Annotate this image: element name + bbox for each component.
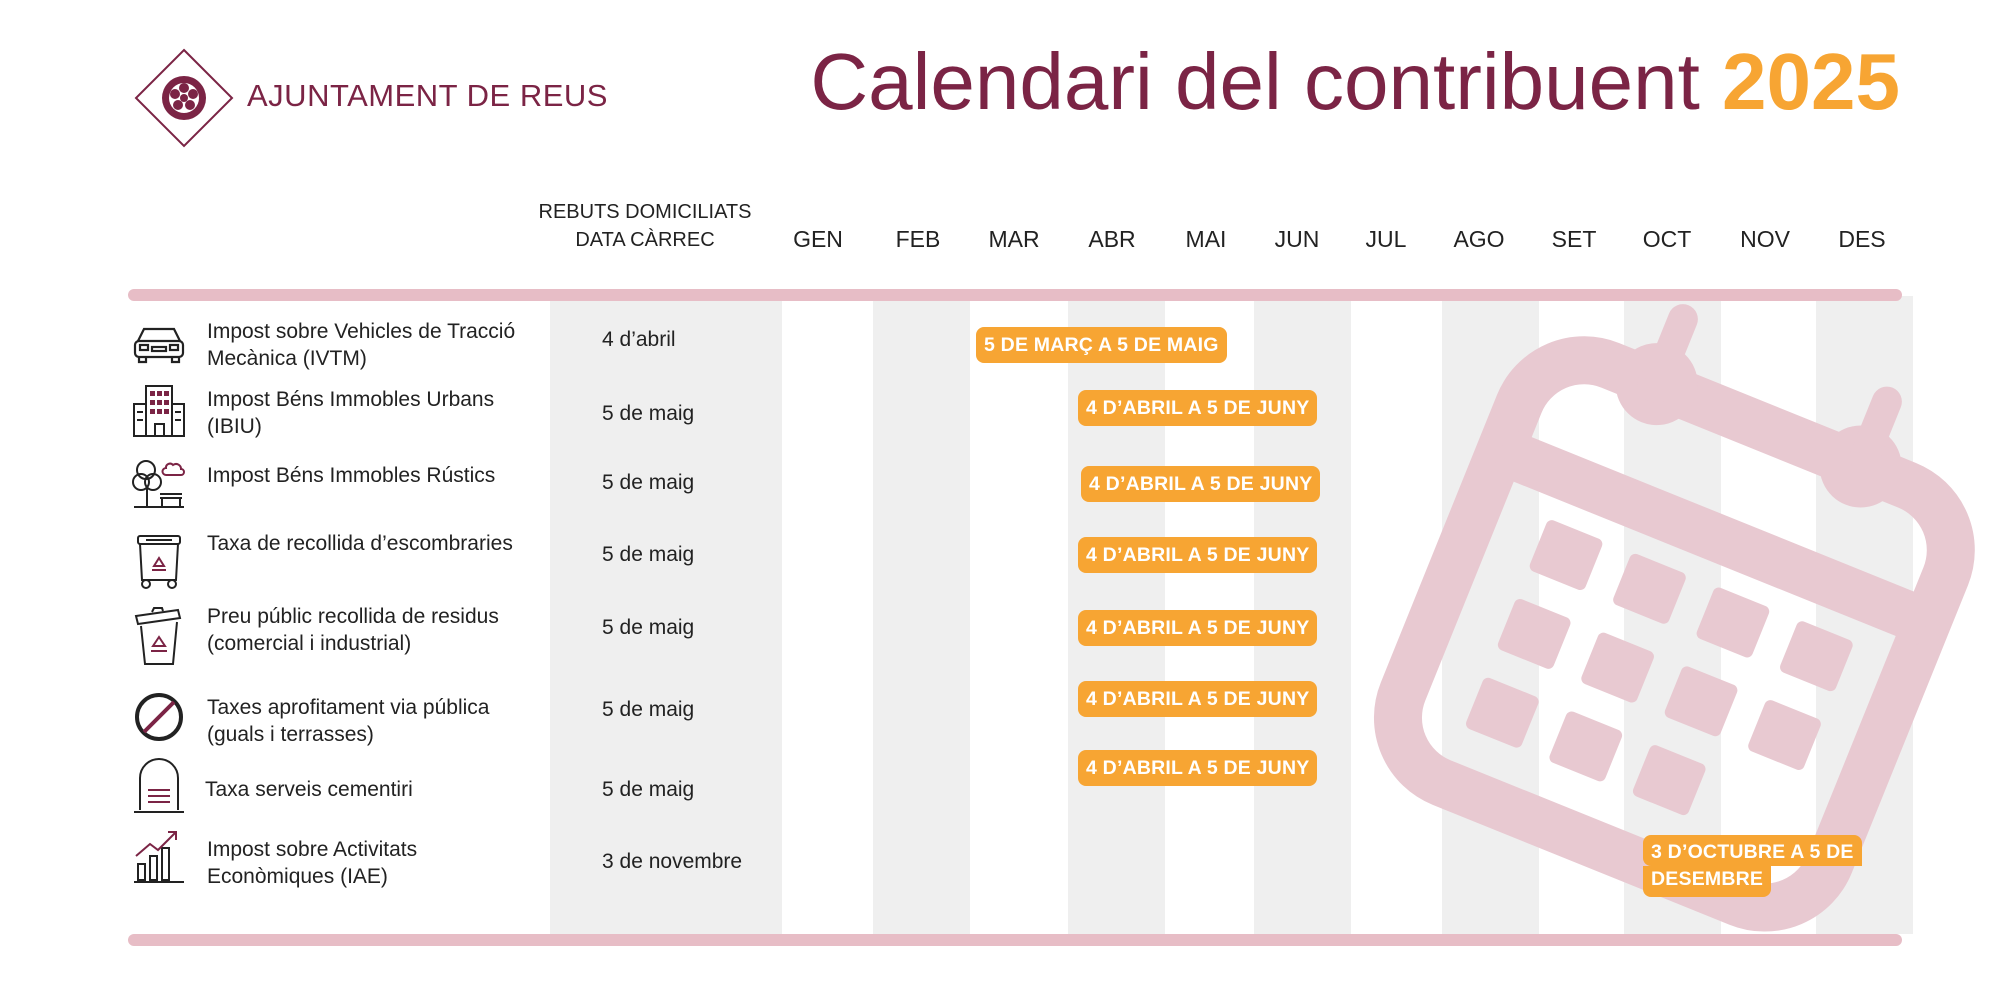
growth-chart-icon (134, 831, 184, 883)
month-jun: JUN (1274, 226, 1320, 252)
row-date-ibiu: 5 de maig (602, 402, 695, 425)
row-date-ibi-rustics: 5 de maig (602, 471, 695, 494)
month-set: SET (1551, 226, 1597, 252)
period-badge-iae: 3 D’OCTUBRE A 5 DE DESEMBRE (1643, 835, 1862, 897)
month-jul: JUL (1365, 226, 1407, 252)
month-band-feb (873, 296, 970, 934)
row-date-iae: 3 de novembre (602, 850, 743, 873)
row-date-via-publica: 5 de maig (602, 698, 695, 721)
month-oct: OCT (1642, 226, 1692, 252)
row-date-residus: 5 de maig (602, 616, 695, 639)
domiciled-header-line1: REBUTS DOMICILIATS (538, 201, 752, 223)
month-ago: AGO (1453, 226, 1505, 252)
recycling-bin-icon (134, 607, 182, 665)
row-label-ibiu: Impost Béns Immobles Urbans (IBIU) (207, 388, 495, 438)
row-label-residus: Preu públic recollida de residus (comerc… (207, 605, 499, 655)
page-title: Calendari del contribuent 2025 (810, 42, 1900, 122)
row-label-escombraries: Taxa de recollida d’escombraries (207, 532, 513, 555)
car-icon (133, 327, 185, 364)
domiciled-header-line2: DATA CÀRREC (575, 229, 715, 251)
row-label-ibi-rustics: Impost Béns Immobles Rústics (207, 464, 496, 487)
row-label-ivtm: Impost sobre Vehicles de Tracció Mecànic… (207, 320, 516, 370)
title-year: 2025 (1722, 37, 1900, 126)
month-gen: GEN (793, 226, 843, 252)
tombstone-icon (134, 758, 184, 813)
period-badge-iae-line1: 3 D’OCTUBRE A 5 DE (1643, 835, 1862, 866)
month-feb: FEB (895, 226, 941, 252)
month-mai: MAI (1185, 226, 1227, 252)
period-badge-cementiri: 4 D’ABRIL A 5 DE JUNY (1078, 750, 1318, 786)
table-top-bar (128, 289, 1902, 301)
building-icon (133, 385, 185, 437)
domiciled-column-header: REBUTS DOMICILIATS DATA CÀRREC (530, 198, 760, 254)
row-label-via-publica: Taxes aprofitament via pública (guals i … (207, 696, 490, 746)
month-des: DES (1838, 226, 1886, 252)
title-text: Calendari del contribuent (810, 37, 1700, 126)
table-bottom-bar (128, 934, 1902, 946)
period-badge-ibi-rustics: 4 D’ABRIL A 5 DE JUNY (1081, 466, 1321, 502)
brand-name: AJUNTAMENT DE REUS (247, 78, 608, 113)
tree-bench-icon (132, 460, 185, 508)
recycling-container-icon (137, 535, 181, 589)
month-nov: NOV (1740, 226, 1790, 252)
period-badge-via-publica: 4 D’ABRIL A 5 DE JUNY (1078, 681, 1318, 717)
domiciled-column-band (550, 296, 782, 934)
month-abr: ABR (1088, 226, 1136, 252)
period-badge-residus: 4 D’ABRIL A 5 DE JUNY (1078, 610, 1318, 646)
period-badge-escombraries: 4 D’ABRIL A 5 DE JUNY (1078, 537, 1318, 573)
row-date-escombraries: 5 de maig (602, 543, 695, 566)
row-date-ivtm: 4 d’abril (602, 328, 676, 351)
row-date-cementiri: 5 de maig (602, 778, 695, 801)
row-label-iae: Impost sobre Activitats Econòmiques (IAE… (207, 838, 418, 888)
prohibited-icon (135, 693, 183, 741)
period-badge-ibiu: 4 D’ABRIL A 5 DE JUNY (1078, 390, 1318, 426)
city-council-logo (134, 48, 234, 148)
period-badge-iae-line2: DESEMBRE (1643, 866, 1772, 897)
period-badge-ivtm: 5 DE MARÇ A 5 DE MAIG (976, 327, 1227, 363)
month-mar: MAR (988, 226, 1040, 252)
calendar-watermark-icon (1373, 304, 1975, 932)
row-label-cementiri: Taxa serveis cementiri (205, 778, 413, 801)
